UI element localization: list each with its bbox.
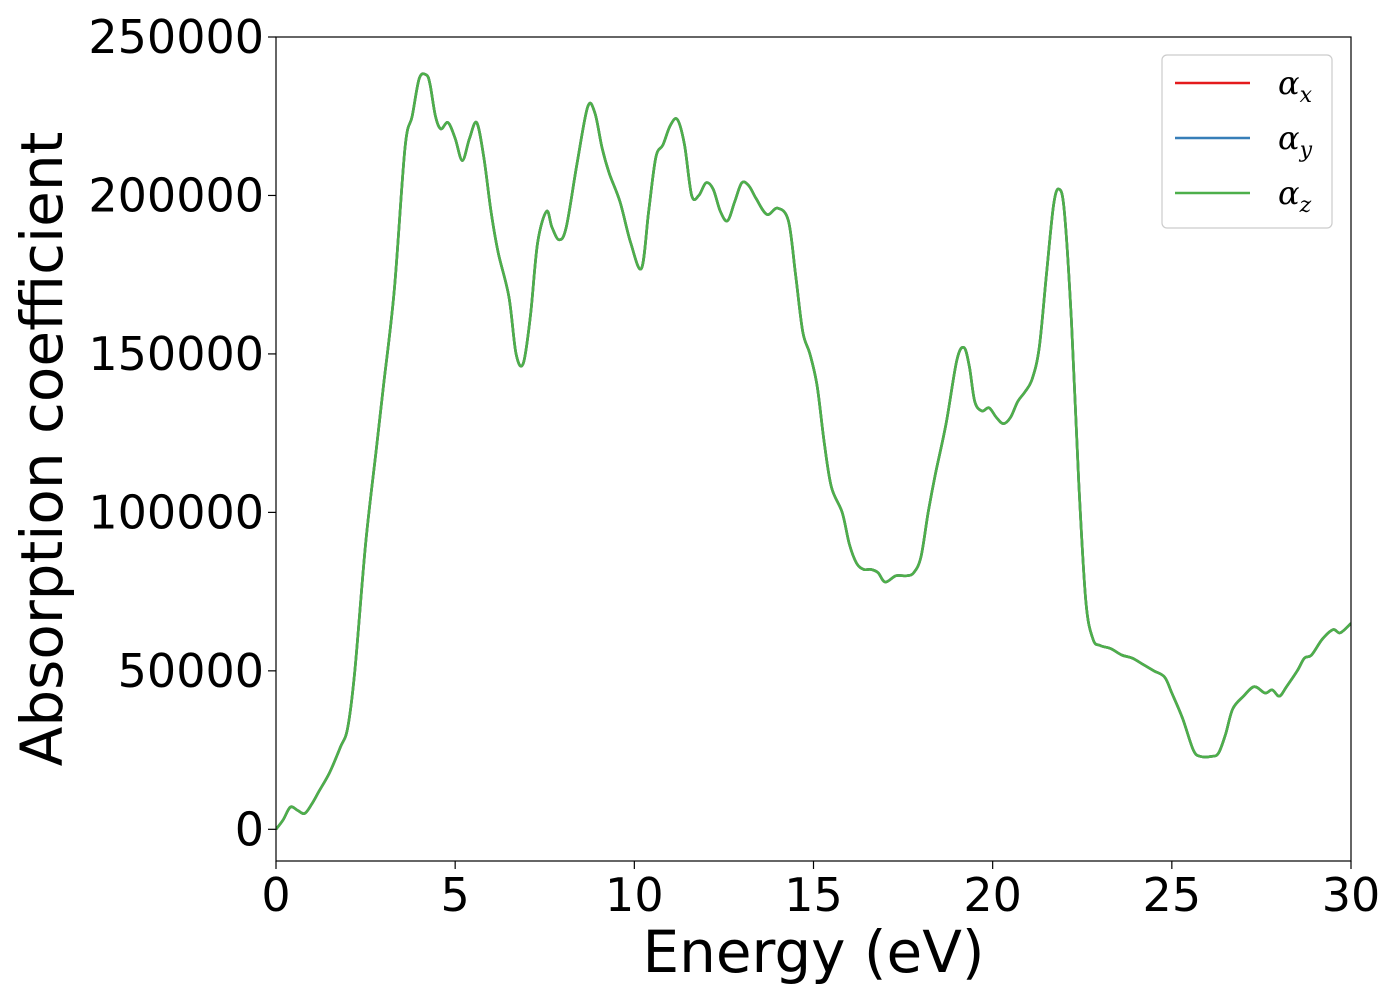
legend: αx αy αz <box>1161 54 1333 229</box>
y-tick-label: 100000 <box>88 485 264 539</box>
x-axis-label: Energy (eV) <box>642 918 984 986</box>
x-tick-label: 25 <box>1143 868 1202 922</box>
legend-label: αx <box>1278 64 1313 108</box>
legend-label: αz <box>1278 174 1312 218</box>
y-tick-label: 250000 <box>88 10 264 64</box>
y-tick-label: 50000 <box>118 644 264 698</box>
y-tick-label: 150000 <box>88 327 264 381</box>
series-group <box>276 72 1351 831</box>
y-axis: 0 50000 100000 150000 200000 250000 <box>88 10 276 856</box>
legend-box <box>1161 54 1333 229</box>
series-line-alpha-z <box>276 72 1351 831</box>
x-tick-label: 5 <box>441 868 470 922</box>
legend-label: αy <box>1278 119 1313 163</box>
y-tick-label: 0 <box>235 802 264 856</box>
x-tick-label: 10 <box>605 868 664 922</box>
x-tick-label: 15 <box>784 868 843 922</box>
x-tick-label: 30 <box>1322 868 1381 922</box>
y-axis-label: Absorption coefficient <box>8 132 76 767</box>
y-tick-label: 200000 <box>88 168 264 222</box>
x-tick-label: 0 <box>261 868 290 922</box>
x-axis: 0 5 10 15 20 25 30 <box>261 861 1380 922</box>
x-tick-label: 20 <box>963 868 1022 922</box>
